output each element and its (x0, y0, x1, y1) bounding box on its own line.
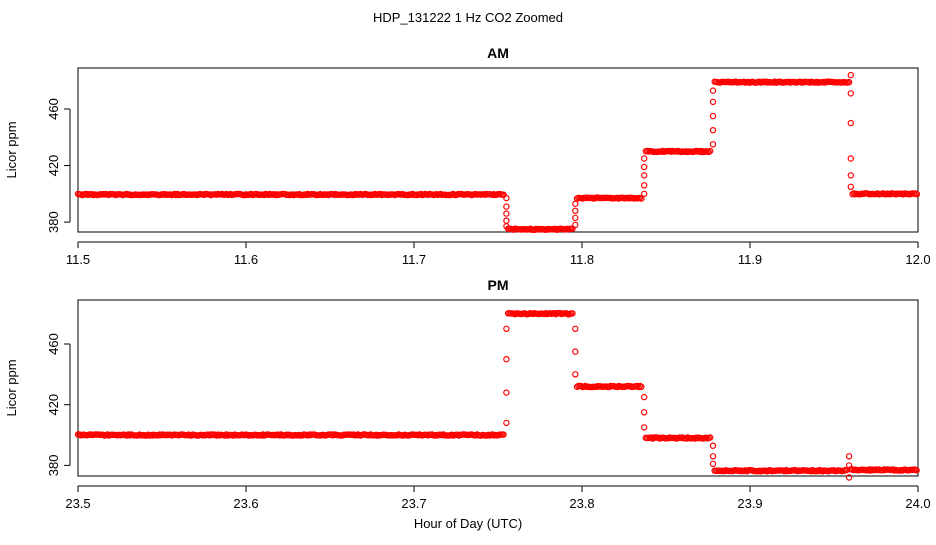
panel-am-data-point (709, 87, 717, 94)
panel-am-data-point (503, 223, 510, 230)
panel-pm-plot-frame (77, 299, 919, 477)
panel-am-data-point (847, 71, 855, 79)
panel-am-data-point (847, 183, 855, 190)
panel-am-y-tick-label: 380 (46, 211, 61, 233)
panel-am-data-point (572, 200, 579, 207)
panel-am-x-tick-label: 11.5 (66, 252, 90, 267)
panel-pm-y-axis-label: Licor ppm (4, 359, 19, 416)
panel-am-y-tick-label: 460 (46, 98, 61, 120)
panel-am-data-point (707, 147, 714, 155)
panel-am-x-tick-label: 11.6 (234, 252, 258, 267)
panel-pm-data-point (569, 310, 576, 317)
panel-am-data-point (709, 112, 717, 120)
panel-pm-title: PM (488, 277, 509, 293)
panel-am-data-point (641, 172, 648, 179)
panel-am-x-tick-label: 11.7 (402, 252, 426, 267)
panel-pm-data-point (572, 371, 579, 378)
panel-am-data-point (845, 78, 853, 86)
panel-am-plot-frame (77, 67, 919, 233)
panel-pm-y-tick-label: 380 (46, 455, 61, 477)
panel-am-y-tick-label: 420 (46, 155, 61, 177)
panel-am-data-point (641, 182, 648, 189)
panel-pm-x-tick-label: 23.6 (233, 496, 258, 511)
panel-am-data-point (641, 190, 648, 197)
panel-am-x-tick-label: 12.0 (905, 252, 930, 267)
panel-pm-data-point (503, 419, 510, 427)
panel-pm-data-point (503, 389, 510, 396)
panel-am-data-point (572, 214, 579, 222)
panel-pm-data-point (634, 382, 641, 390)
panel-am-data-point (709, 98, 717, 106)
panel-pm-data-point (913, 467, 920, 474)
panel-am-data-point (503, 217, 510, 224)
panel-pm-data-point (641, 409, 648, 416)
panel-am-data-point (572, 221, 579, 229)
panel-pm-data-point (709, 460, 717, 468)
panel-am-data-point (847, 90, 855, 97)
panel-pm-data-point (641, 393, 648, 401)
panel-am-data-point (503, 210, 510, 217)
panel-am-x-tick-label: 11.8 (570, 252, 594, 267)
panel-am-data-point (847, 172, 855, 179)
panel-am-x-tick-label: 11.9 (738, 252, 762, 267)
panel-pm-data-point (707, 434, 714, 441)
panel-am-data-point (503, 203, 510, 210)
panel-pm-data-point (635, 383, 642, 391)
panel-pm-data-point (641, 424, 648, 431)
panel-am-data-point (641, 155, 648, 162)
panel-pm-data-point (572, 325, 579, 332)
panel-pm-x-tick-label: 24.0 (905, 496, 930, 511)
panel-pm-y-tick-label: 460 (46, 333, 61, 355)
panel-pm-data-point (845, 462, 853, 469)
panel-am-data-point (641, 163, 648, 171)
panel-am-y-axis-label: Licor ppm (4, 121, 19, 178)
x-axis-label: Hour of Day (UTC) (414, 516, 522, 531)
panel-am-data-point (709, 126, 717, 134)
panel-pm-y-tick-label: 420 (46, 394, 61, 416)
panel-pm-data-point (709, 442, 717, 449)
panel-am-data-point (847, 155, 855, 162)
panel-pm-x-tick-label: 23.5 (65, 496, 90, 511)
panel-pm-data-point (845, 453, 853, 460)
panel-am-data-point (709, 141, 717, 148)
panel-am-data-point (503, 194, 510, 202)
panel-pm-data-point (503, 356, 510, 363)
panel-pm-x-tick-label: 23.7 (401, 496, 426, 511)
panel-pm-x-tick-label: 23.9 (737, 496, 762, 511)
panel-am-title: AM (487, 45, 509, 61)
panel-am-data-point (847, 119, 855, 127)
panel-pm-data-point (572, 348, 579, 355)
panel-pm-data-point (500, 431, 507, 438)
panel-pm-data-point (845, 474, 853, 481)
panel-pm-x-tick-label: 23.8 (569, 496, 594, 511)
panel-am-data-point (913, 190, 921, 198)
panel-pm-data-point (503, 325, 510, 332)
panel-am-data-point (638, 195, 645, 202)
panel-pm-data-point (709, 453, 717, 460)
panel-pm-data-point (638, 383, 645, 390)
figure-title: HDP_131222 1 Hz CO2 Zoomed (373, 10, 563, 25)
panel-am-data-point (572, 207, 579, 214)
